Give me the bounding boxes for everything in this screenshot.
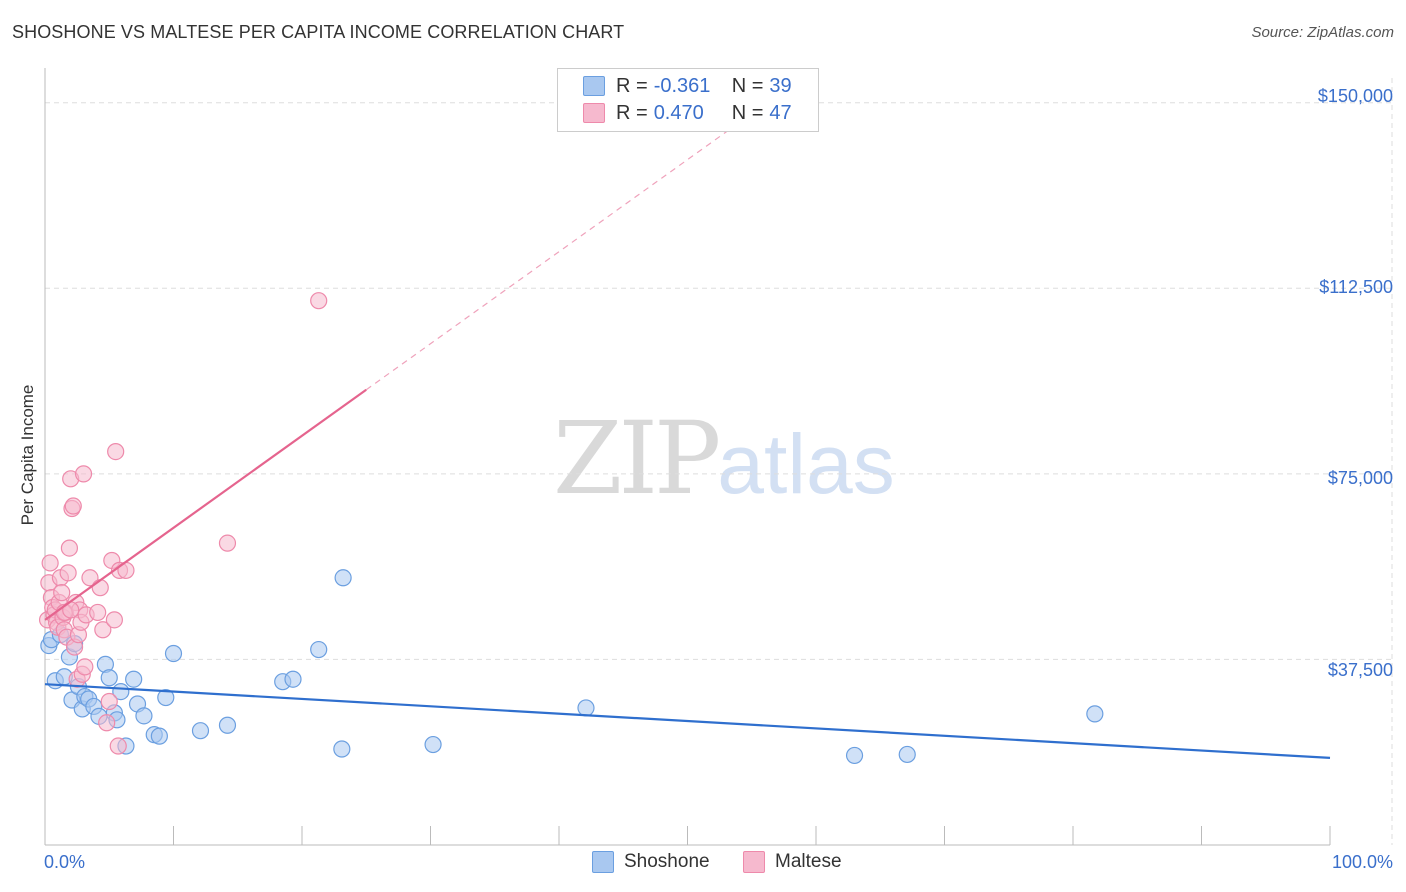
shoshone-point — [1086, 705, 1104, 723]
legend-swatch-maltese — [583, 103, 605, 123]
shoshone-point — [125, 670, 143, 688]
y-tick-label-75000: $75,000 — [1327, 468, 1393, 488]
maltese-trend-line — [44, 388, 367, 621]
watermark-atlas: atlas — [717, 417, 895, 511]
chart-title: SHOSHONE VS MALTESE PER CAPITA INCOME CO… — [12, 22, 625, 42]
legend-swatch-shoshone — [583, 76, 605, 96]
bottom-legend-label-shoshone: Shoshone — [624, 851, 710, 872]
legend-row-maltese: R = 0.470 N = 47 — [583, 101, 792, 125]
shoshone-point — [100, 669, 118, 687]
y-tick-label-37500: $37,500 — [1327, 660, 1393, 680]
shoshone-point — [157, 688, 175, 707]
maltese-point — [53, 584, 71, 602]
legend-n-label: N = — [731, 101, 764, 124]
shoshone-point — [424, 735, 442, 754]
legend-n-label: N = — [731, 74, 764, 97]
maltese-point — [81, 569, 99, 587]
maltese-point — [100, 692, 118, 711]
x-axis-max-label: 100.0% — [1331, 852, 1393, 872]
watermark-zip: ZIP — [553, 400, 721, 517]
maltese-point — [41, 554, 59, 572]
x-axis-min-label: 0.0% — [44, 852, 86, 872]
y-tick-label-112500: $112,500 — [1319, 277, 1393, 297]
maltese-point — [76, 658, 94, 676]
maltese-point — [310, 292, 328, 310]
shoshone-point — [310, 640, 328, 659]
shoshone-point — [218, 716, 237, 734]
y-tick-label-150000: $150,000 — [1317, 86, 1393, 106]
maltese-point — [109, 737, 127, 755]
maltese-point — [107, 443, 125, 461]
shoshone-point — [150, 727, 168, 745]
maltese-point — [60, 539, 79, 557]
bottom-legend-label-maltese: Maltese — [775, 851, 842, 872]
bottom-legend-maltese: Maltese — [743, 851, 842, 873]
legend-r-value: -0.361 — [653, 74, 711, 97]
legend-r-label: R = — [616, 74, 648, 97]
maltese-point — [74, 465, 93, 483]
watermark: ZIPatlas — [553, 400, 895, 517]
maltese-point — [105, 611, 123, 629]
legend-n-value: 39 — [769, 74, 792, 97]
shoshone-trend-line — [44, 683, 1331, 760]
maltese-point — [64, 497, 82, 515]
bottom-legend-swatch-maltese — [743, 851, 765, 873]
shoshone-point — [898, 745, 916, 764]
shoshone-point — [334, 569, 352, 587]
shoshone-point — [333, 740, 351, 758]
shoshone-point — [284, 670, 302, 688]
maltese-point — [89, 603, 107, 622]
legend-r-value: 0.470 — [653, 101, 704, 124]
legend-r-label: R = — [616, 101, 648, 124]
bottom-legend-shoshone: Shoshone — [592, 851, 710, 873]
legend-row-shoshone: R = -0.361 N = 39 — [583, 74, 792, 98]
shoshone-point — [577, 699, 595, 717]
legend-n-value: 47 — [769, 101, 792, 124]
maltese-trend-extension — [365, 126, 733, 391]
maltese-point — [59, 564, 77, 582]
correlation-legend: R = -0.361 N = 39 R = 0.470 N = 47 — [557, 68, 819, 132]
source-credit: Source: ZipAtlas.com — [1251, 24, 1394, 41]
shoshone-point — [164, 644, 183, 663]
shoshone-point — [845, 746, 864, 765]
maltese-point — [94, 621, 112, 639]
bottom-legend-swatch-shoshone — [592, 851, 614, 873]
maltese-point — [98, 714, 116, 732]
maltese-point — [218, 534, 237, 552]
shoshone-point — [135, 707, 153, 725]
maltese-point — [91, 579, 109, 597]
shoshone-point — [191, 722, 210, 740]
